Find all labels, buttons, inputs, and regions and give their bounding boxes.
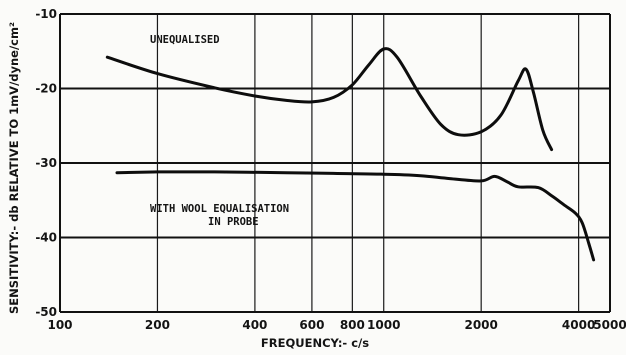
x-tick-label-2000: 2000 [464, 318, 497, 332]
x-tick-label-4000: 4000 [562, 318, 595, 332]
y-axis-title: SENSITIVITY:- db RELATIVE TO 1mV/dyne/cm… [7, 22, 21, 314]
y-tick-label--40: -40 [35, 231, 57, 245]
x-tick-label-100: 100 [47, 318, 72, 332]
x-tick-label-400: 400 [242, 318, 267, 332]
unequalised-label-line-1: UNEQUALISED [150, 34, 220, 46]
x-tick-label-200: 200 [145, 318, 170, 332]
series-layer [105, 47, 596, 262]
grid-layer [59, 13, 611, 313]
x-tick-label-1000: 1000 [367, 318, 400, 332]
x-tick-label-800: 800 [340, 318, 365, 332]
y-tick-label--30: -30 [35, 156, 57, 170]
y-tick-label--20: -20 [35, 82, 57, 96]
wool-equalised-curve [115, 170, 596, 262]
wool-equalisation-label-line-1: WITH WOOL EQUALISATION [150, 203, 289, 215]
unequalised-curve [105, 47, 554, 152]
wool-equalisation-label-line-2: IN PROBE [208, 216, 259, 228]
x-tick-label-5000: 5000 [593, 318, 626, 332]
y-tick-label--50: -50 [35, 305, 57, 319]
y-tick-label--10: -10 [35, 7, 57, 21]
x-axis-title: FREQUENCY:- c/s [261, 336, 369, 350]
x-tick-label-600: 600 [299, 318, 324, 332]
